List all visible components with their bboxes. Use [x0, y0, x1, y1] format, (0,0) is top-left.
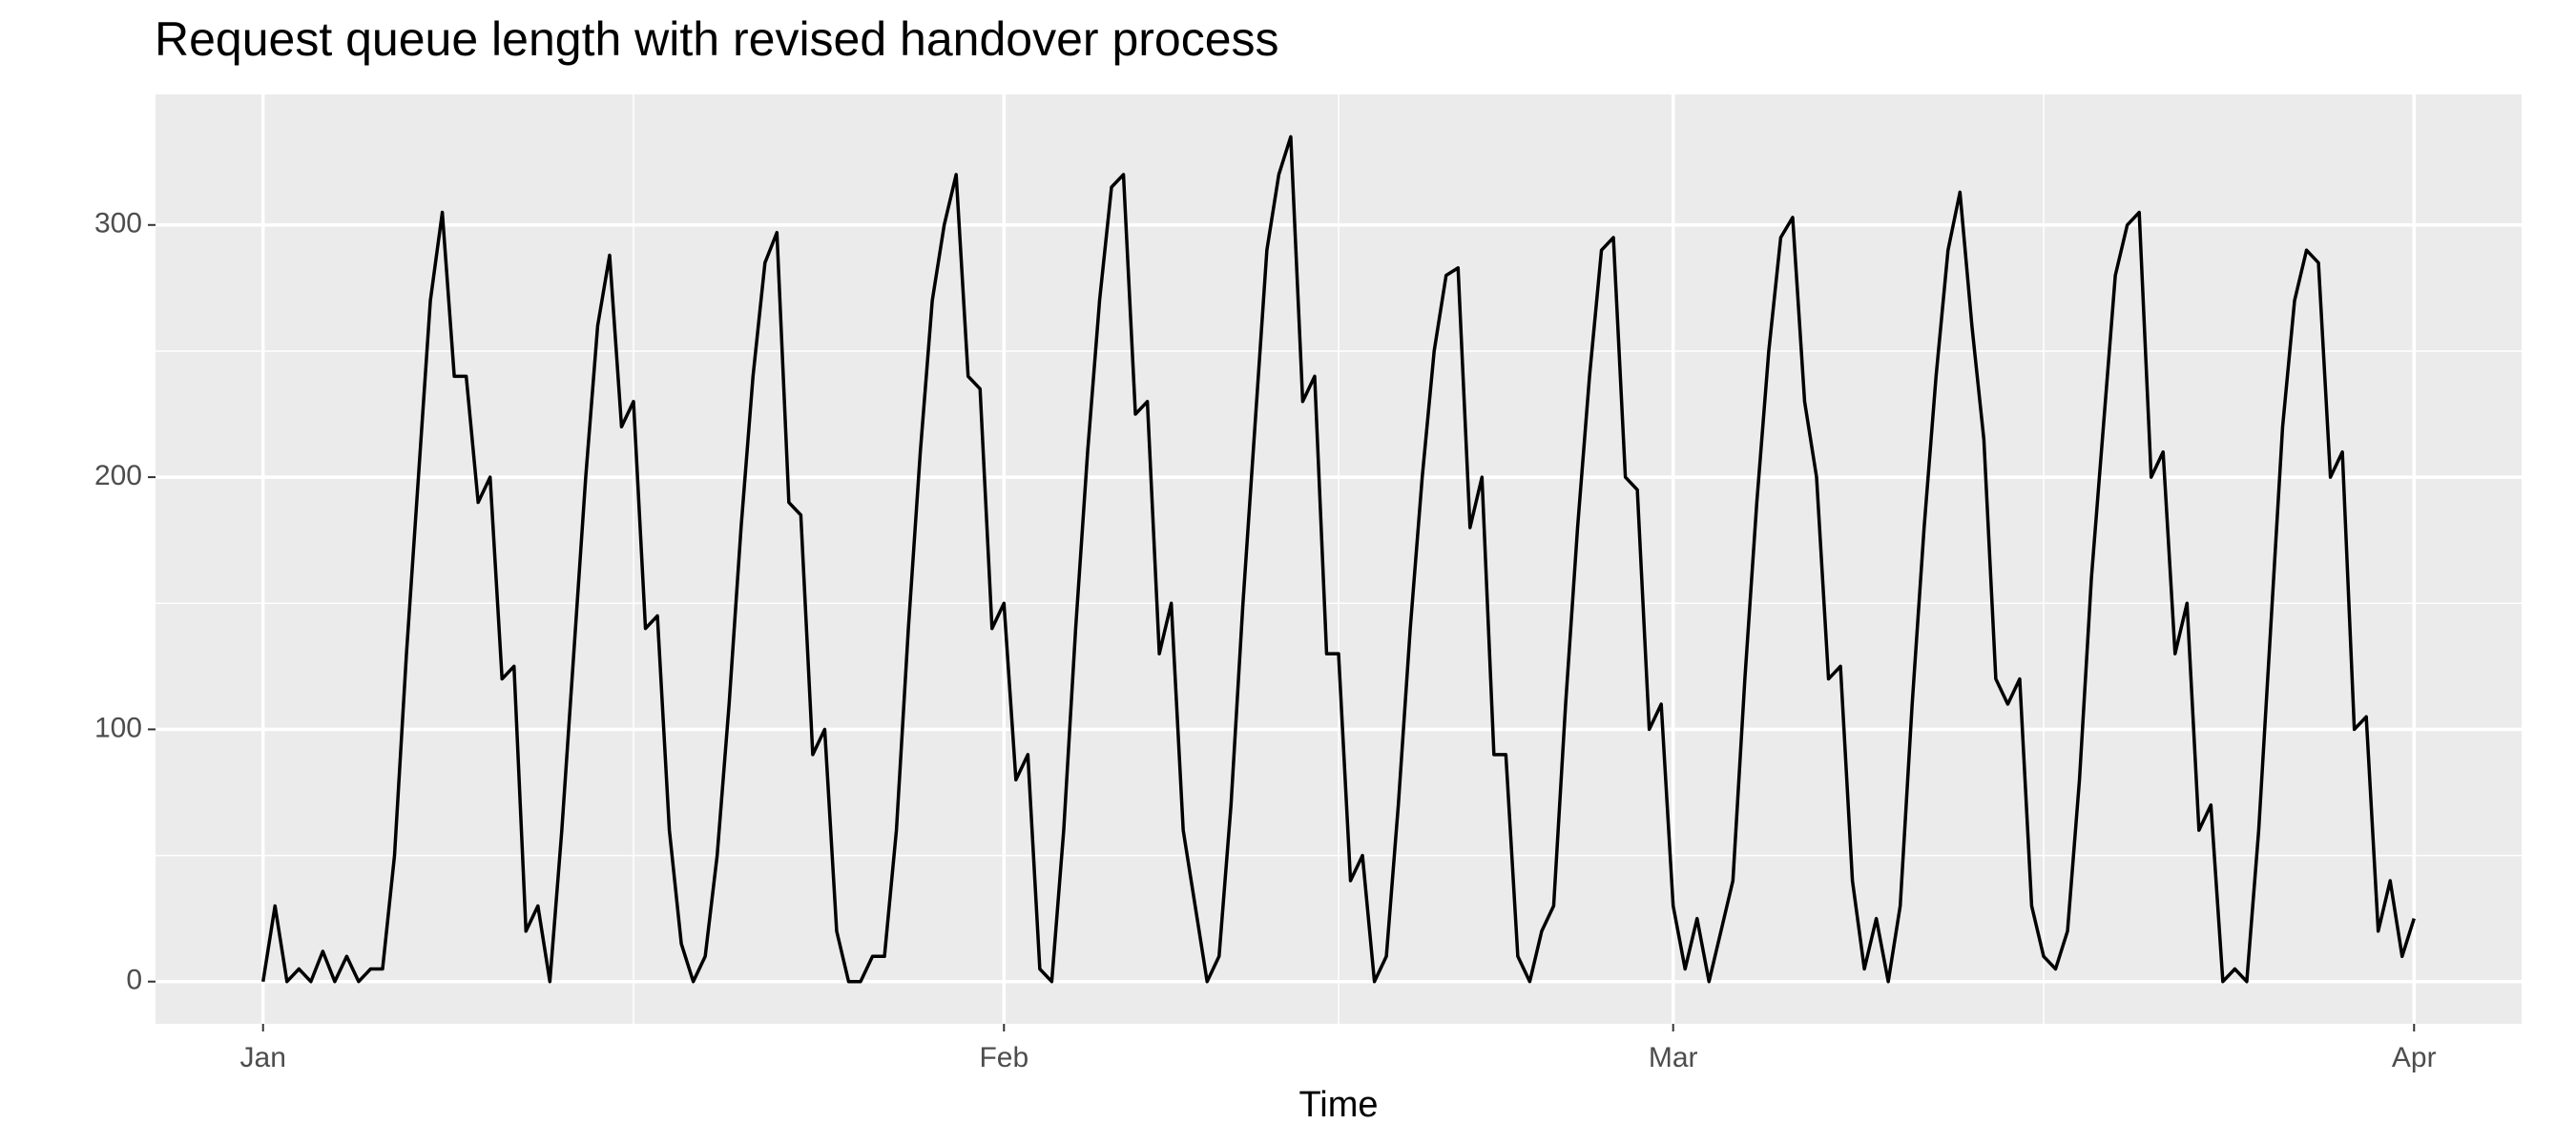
- chart-title: Request queue length with revised handov…: [155, 12, 1279, 66]
- x-tick-label: Feb: [979, 1042, 1028, 1073]
- x-tick-label: Apr: [2392, 1042, 2437, 1073]
- data-line: [261, 135, 2416, 984]
- x-tick-label: Mar: [1649, 1042, 1698, 1073]
- x-axis-label: Time: [1298, 1085, 1378, 1125]
- y-tick-label: 300: [94, 208, 142, 239]
- y-tick-label: 0: [126, 965, 142, 996]
- x-tick-label: Jan: [240, 1042, 286, 1073]
- y-tick-label: 100: [94, 712, 142, 743]
- y-tick-label: 200: [94, 460, 142, 491]
